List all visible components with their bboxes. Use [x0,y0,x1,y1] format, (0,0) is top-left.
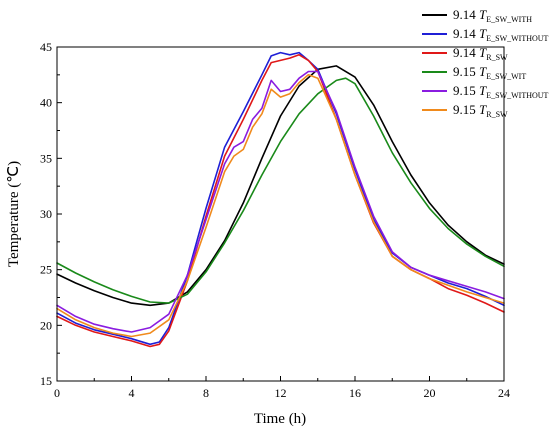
legend-item-1: 9.14 TE_SW_WITHOUT [422,26,549,43]
legend-item-3: 9.15 TE_SW_WIT [422,64,526,81]
legend-prefix: 9.14 [453,45,479,60]
y-tick-label: 30 [40,207,52,221]
legend-variable: T [479,64,487,79]
series-line-2 [56,53,505,348]
legend-label: 9.15 TE_SW_WIT [453,64,526,81]
legend-prefix: 9.14 [453,7,479,22]
y-axis-title: Temperature (℃) [6,161,22,267]
legend-variable: T [479,83,487,98]
legend-label: 9.14 TE_SW_WITH [453,7,532,24]
y-tick-label: 35 [40,151,52,165]
legend-label: 9.14 TE_SW_WITHOUT [453,26,549,43]
x-tick-label: 16 [349,386,361,400]
series-line-5 [56,74,505,338]
legend-label: 9.15 TE_SW_WITHOUT [453,83,549,100]
legend-prefix: 9.14 [453,26,479,41]
x-tick-label: 0 [54,386,60,400]
axes: 0 4 8 12 16 20 24 15 20 25 30 35 40 45 [40,40,510,400]
x-tick-label: 4 [129,386,135,400]
legend-item-0: 9.14 TE_SW_WITH [422,7,532,24]
legend-subscript: E_SW_WITHOUT [486,34,548,43]
legend-subscript: E_SW_WITH [486,15,532,24]
legend-variable: T [479,102,487,117]
y-tick-label: 15 [40,374,52,388]
plot-lines [56,51,505,348]
legend-label: 9.14 TR_SW [453,45,508,62]
legend-variable: T [479,7,487,22]
legend-variable: T [479,45,487,60]
legend-subscript: E_SW_WITHOUT [486,91,548,100]
legend-prefix: 9.15 [453,83,479,98]
legend-subscript: E_SW_WIT [486,72,526,81]
y-tick-label: 45 [40,40,52,54]
x-tick-label: 8 [203,386,209,400]
series-line-0 [56,65,505,307]
legend-subscript: R_SW [486,53,508,62]
y-tick-label: 25 [40,263,52,277]
x-tick-label: 12 [275,386,287,400]
series-line-4 [56,70,505,333]
x-axis-title: Time (h) [254,411,306,427]
legend-prefix: 9.15 [453,64,479,79]
y-tick-label: 20 [40,318,52,332]
y-tick-label: 40 [40,96,52,110]
x-tick-label: 24 [498,386,510,400]
legend-variable: T [479,26,487,41]
legend-subscript: R_SW [486,110,508,119]
legend-item-4: 9.15 TE_SW_WITHOUT [422,83,549,100]
x-tick-label: 20 [424,386,436,400]
legend-item-2: 9.14 TR_SW [422,45,508,62]
series-line-3 [56,77,505,304]
legend-label: 9.15 TR_SW [453,102,508,119]
legend-prefix: 9.15 [453,102,479,117]
legend-item-5: 9.15 TR_SW [422,102,508,119]
